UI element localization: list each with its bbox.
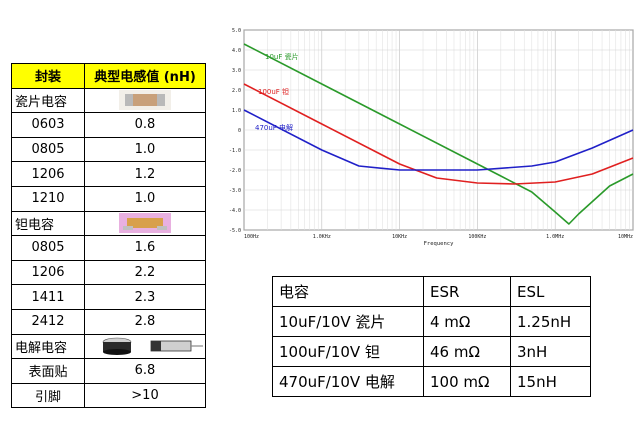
electrolytic-cap-icon	[102, 338, 203, 356]
esr-cell: 10uF/10V 瓷片	[272, 306, 424, 337]
table-row: 0805 1.0	[11, 136, 206, 163]
series-line-0	[243, 43, 634, 225]
inductance-value: 1.0	[84, 136, 206, 163]
esr-header-row: 电容 ESR ESL	[272, 276, 591, 307]
package-label: 1206	[11, 259, 85, 286]
table-row: 表面贴 6.8	[11, 358, 206, 384]
y-tick-label: 0	[238, 128, 241, 134]
x-axis-label: Frequency	[424, 241, 454, 247]
y-tick-label: 1.0	[232, 108, 241, 114]
package-label: 1206	[11, 161, 85, 187]
esr-header-cell: 电容	[272, 276, 424, 307]
package-label: 0603	[11, 112, 85, 138]
x-tick-label: 10MHz	[618, 234, 633, 240]
esr-header-cell: ESL	[510, 276, 591, 307]
inductance-value: 1.2	[84, 161, 206, 187]
inductance-value: 1.0	[84, 185, 206, 212]
esr-cell: 3nH	[510, 336, 591, 367]
package-label: 钽电容	[11, 210, 85, 237]
table-row: 1206 1.2	[11, 161, 206, 187]
inductance-value	[84, 333, 206, 360]
y-tick-label: -4.0	[229, 208, 241, 214]
package-label: 瓷片电容	[11, 87, 85, 114]
x-tick-label: 1.0MHz	[546, 234, 564, 240]
y-tick-label: 2.0	[232, 88, 241, 94]
package-label: 1411	[11, 284, 85, 310]
table-row: 0603 0.8	[11, 112, 206, 138]
package-label: 电解电容	[11, 333, 85, 360]
esr-header-cell: ESR	[423, 276, 511, 307]
table-row: 引脚 >10	[11, 382, 206, 409]
table-row: 1210 1.0	[11, 185, 206, 212]
esr-esl-table: 电容 ESR ESL 10uF/10V 瓷片 4 mΩ 1.25nH 100uF/10V 钽…	[272, 276, 591, 397]
table-row: 电解电容	[11, 333, 206, 360]
inductance-value: >10	[84, 382, 206, 409]
inductance-value: 2.2	[84, 259, 206, 286]
x-tick-label: 1.0KHz	[313, 234, 331, 240]
table-row: 钽电容	[11, 210, 206, 237]
table-row: 1411 2.3	[11, 284, 206, 310]
y-tick-label: -2.0	[229, 168, 241, 174]
inductance-value: 2.8	[84, 308, 206, 335]
table-row: 2412 2.8	[11, 308, 206, 335]
table-row: 0805 1.6	[11, 235, 206, 261]
series-label: 10uF 瓷片	[265, 52, 299, 61]
package-label: 0805	[11, 136, 85, 163]
table-row: 瓷片电容	[11, 87, 206, 114]
esr-cell: 46 mΩ	[423, 336, 511, 367]
esr-cell: 4 mΩ	[423, 306, 511, 337]
series-label: 100uF 钽	[258, 87, 289, 96]
inductance-value: 6.8	[84, 358, 206, 384]
package-label: 0805	[11, 235, 85, 261]
package-label: 引脚	[11, 382, 85, 409]
y-tick-label: -5.0	[229, 228, 241, 234]
esr-cell: 470uF/10V 电解	[272, 366, 424, 397]
package-label: 表面贴	[11, 358, 85, 384]
esr-cell: 100uF/10V 钽	[272, 336, 424, 367]
y-tick-label: 5.0	[232, 28, 241, 34]
esr-cell: 1.25nH	[510, 306, 591, 337]
esr-cell: 15nH	[510, 366, 591, 397]
tantalum-chip-icon	[119, 213, 171, 234]
inductance-value: 1.6	[84, 235, 206, 261]
x-tick-label: 100KHz	[468, 234, 486, 240]
esr-row: 470uF/10V 电解 100 mΩ 15nH	[272, 366, 591, 397]
table-header-cell: 封装	[11, 63, 85, 89]
series-label: 470uF 电解	[255, 123, 293, 132]
series-line-2	[243, 109, 634, 171]
ceramic-chip-icon	[119, 90, 171, 111]
x-tick-label: 10KHz	[392, 234, 407, 240]
y-tick-label: 4.0	[232, 48, 241, 54]
esr-cell: 100 mΩ	[423, 366, 511, 397]
y-tick-label: -3.0	[229, 188, 241, 194]
table-header-row: 封装 典型电感值 (nH)	[11, 63, 206, 89]
table-row: 1206 2.2	[11, 259, 206, 286]
inductance-value	[84, 210, 206, 237]
package-inductance-table: 封装 典型电感值 (nH) 瓷片电容 0603 0.8 0805 1.0 1206 1.2 121…	[11, 63, 206, 409]
esr-row: 10uF/10V 瓷片 4 mΩ 1.25nH	[272, 306, 591, 337]
inductance-value	[84, 87, 206, 114]
x-tick-label: 100Hz	[244, 234, 259, 240]
package-label: 1210	[11, 185, 85, 212]
y-tick-label: -1.0	[229, 148, 241, 154]
series-line-1	[243, 83, 634, 185]
table-header-cell: 典型电感值 (nH)	[84, 63, 206, 89]
package-label: 2412	[11, 308, 85, 335]
esr-row: 100uF/10V 钽 46 mΩ 3nH	[272, 336, 591, 367]
y-tick-label: 3.0	[232, 68, 241, 74]
impedance-chart: 5.0 4.0 3.0 2.0 1.0 0 -1.0 -2.0 -3.0 -4.0 -5.0100H…	[229, 28, 634, 247]
inductance-value: 0.8	[84, 112, 206, 138]
inductance-value: 2.3	[84, 284, 206, 310]
